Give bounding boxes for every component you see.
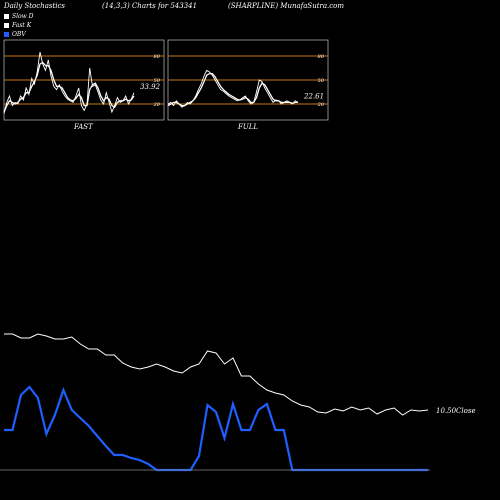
level-label: 20: [317, 102, 325, 108]
level-label: 50: [154, 78, 161, 84]
legend-item: OBV: [4, 30, 34, 39]
chart-title-right: (SHARPLINE) MunafaSutra.com: [228, 2, 345, 10]
obv-line: [4, 385, 428, 472]
level-label: 80: [318, 54, 325, 60]
stoch-series-line: [167, 69, 299, 108]
close-label: 10.50Close: [436, 407, 476, 415]
panel-label: FAST: [73, 123, 94, 131]
stoch-series-line: [3, 61, 135, 113]
legend-label: OBV: [12, 31, 26, 38]
legend: Slow D Fast K OBV: [4, 12, 34, 39]
stoch-series-line: [3, 51, 135, 114]
level-label: 20: [153, 102, 161, 108]
level-label: 50: [318, 78, 325, 84]
chart-title-center: (14,3,3) Charts for 543341: [102, 2, 198, 10]
stoch-series-line: [167, 72, 298, 107]
last-value-label: 22.61: [303, 92, 324, 100]
legend-swatch: [4, 23, 9, 28]
chart-title-left: Daily Stochastics: [4, 2, 66, 10]
last-value-label: 33.92: [140, 83, 161, 91]
legend-item: Fast K: [4, 21, 34, 30]
price-line: [4, 333, 429, 416]
legend-label: Fast K: [12, 22, 32, 29]
panel-label: FULL: [237, 123, 258, 131]
legend-swatch: [4, 32, 9, 37]
legend-label: Slow D: [12, 13, 34, 20]
level-label: 80: [154, 54, 161, 60]
legend-item: Slow D: [4, 12, 34, 21]
legend-swatch: [4, 14, 9, 19]
